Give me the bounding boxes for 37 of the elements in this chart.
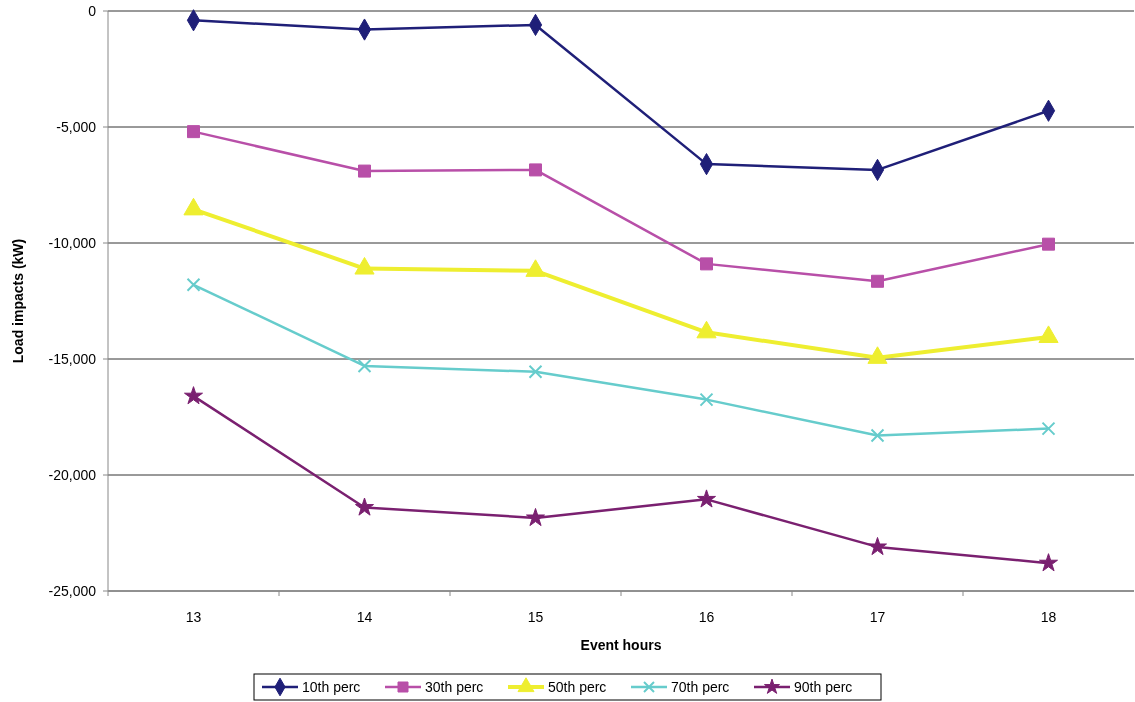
x-tick-label: 13 [185, 609, 202, 625]
point [525, 507, 546, 527]
point [529, 163, 542, 177]
x-tick-label: 14 [356, 609, 373, 625]
point [186, 277, 201, 292]
y-tick-label: -15,000 [48, 350, 97, 367]
legend-label: 10th perc [302, 678, 361, 695]
legend-label: 50th perc [548, 678, 607, 695]
point [699, 392, 714, 407]
legend-label: 90th perc [794, 678, 853, 695]
point [1041, 421, 1056, 436]
legend-label: 30th perc [425, 678, 484, 695]
x-tick-label: 16 [698, 609, 715, 625]
x-axis-title: Event hours [580, 637, 662, 653]
y-axis-title: Load impacts (kW) [10, 238, 26, 364]
point [354, 497, 375, 516]
point [187, 125, 200, 139]
legend-label: 70th perc [671, 678, 730, 695]
point [528, 364, 543, 379]
point [700, 257, 713, 271]
point [1038, 553, 1059, 572]
x-tick-label: 17 [869, 609, 886, 625]
point [696, 489, 717, 508]
point [183, 386, 204, 405]
y-tick-label: -20,000 [48, 466, 97, 483]
point [867, 536, 888, 556]
x-tick-label: 18 [1040, 609, 1057, 625]
y-tick-label: -25,000 [48, 582, 97, 599]
point [871, 274, 884, 288]
x-tick-label: 15 [527, 609, 544, 625]
y-tick-label: 0 [88, 2, 97, 19]
y-tick-label: -5,000 [56, 118, 97, 135]
y-tick-label: -10,000 [48, 234, 97, 251]
point [870, 428, 885, 443]
point [357, 358, 372, 373]
point [1042, 237, 1055, 251]
point [358, 164, 371, 178]
